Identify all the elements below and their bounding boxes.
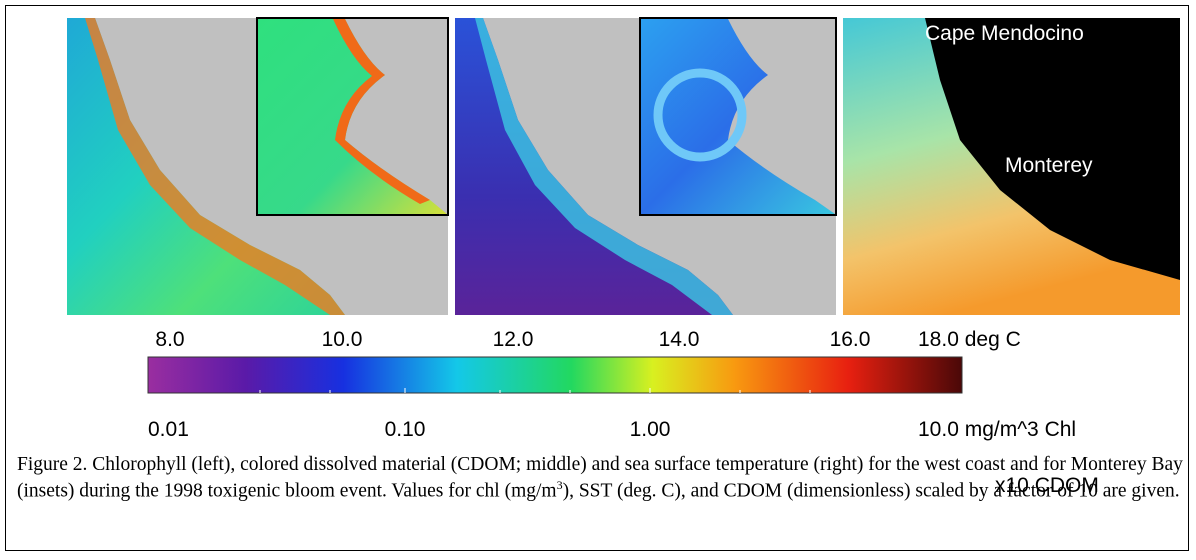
caption-text: ), SST (deg. C), and CDOM (dimensionless… (562, 480, 1180, 502)
sst-scale-label: 16.0 (830, 328, 871, 351)
cdom-ocean (455, 18, 733, 315)
colorbar (147, 356, 963, 394)
sst-scale-label: 14.0 (659, 328, 700, 351)
sst-label: Monterey (1005, 154, 1093, 177)
caption: Figure 2. Chlorophyll (left), colored di… (17, 454, 1187, 502)
chl-inset-bloom (333, 19, 430, 204)
chl-scale-label: 1.00 (630, 418, 671, 441)
sst-scale-label: 10.0 (322, 328, 363, 351)
sst-scale-label: 8.0 (155, 328, 184, 351)
chl-ocean (67, 18, 345, 315)
cdom-coast (475, 18, 733, 315)
chl-inset-water (258, 19, 447, 214)
chl-scale-label: 0.10 (385, 418, 426, 441)
chl-scale-label: 0.01 (148, 418, 189, 441)
cdom-scale-label: x10 CDOM (995, 474, 1099, 497)
caption-text: Figure 2. Chlorophyll (left), colored di… (17, 454, 1183, 502)
cdom-eddy (653, 68, 747, 162)
chl-scale-label: 10.0 mg/m^3 Chl (918, 418, 1076, 441)
sst-scale-label: 12.0 (493, 328, 534, 351)
figure-images: Cape Mendocino Monterey 8.0 10.0 12.0 14… (67, 17, 1180, 441)
figure-frame (5, 5, 1189, 551)
cdom-inset-water (641, 19, 835, 214)
sst-label: Cape Mendocino (925, 22, 1084, 45)
sst-ocean (843, 18, 1180, 315)
caption-superscript: 3 (556, 478, 563, 492)
sst-scale-label: 18.0 deg C (918, 328, 1021, 351)
colorbar-ticks (259, 388, 811, 393)
